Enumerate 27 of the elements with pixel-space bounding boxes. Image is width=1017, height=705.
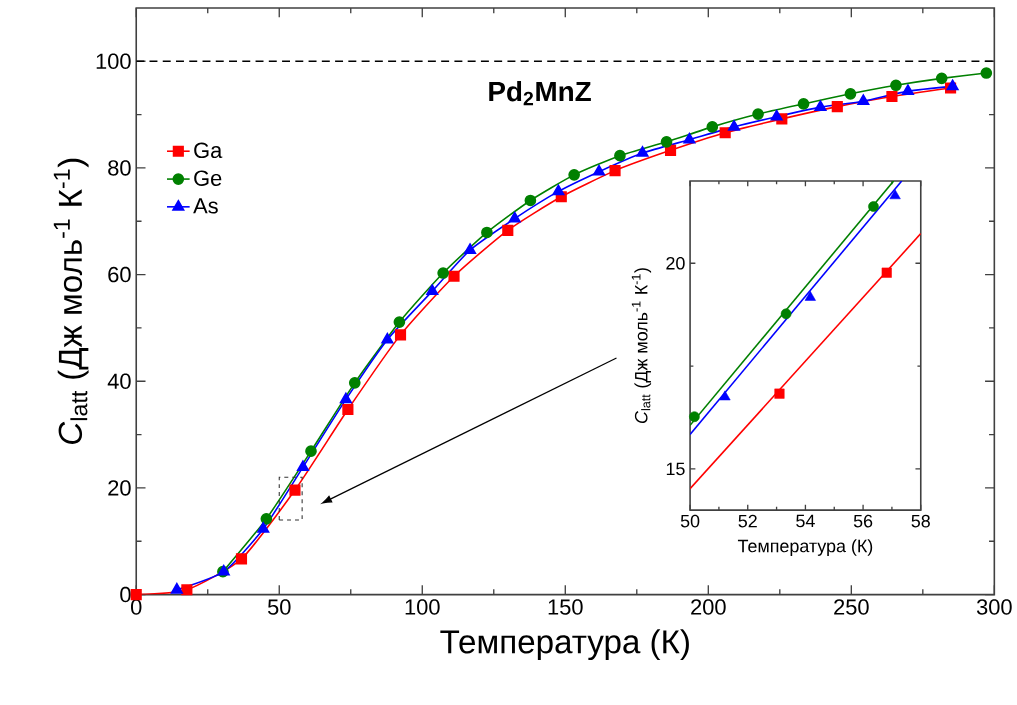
legend-label: As (193, 198, 218, 214)
x-tick-label: 50 (267, 599, 291, 615)
legend-label: Ge (194, 170, 222, 186)
x-tick-label: 250 (834, 599, 869, 615)
y-tick-label: 100 (96, 53, 131, 70)
x-axis-title: Температура (К) (737, 539, 873, 556)
y-tick-label: 80 (108, 160, 131, 176)
x-tick-label: 54 (796, 514, 815, 528)
y-tick-label: 40 (107, 373, 131, 390)
x-tick-label: 56 (853, 514, 873, 528)
y-axis-title: C$_{latt}$ (Дж моль$^{-1}$ К$^{-1}$) (631, 268, 652, 424)
legend-label: Ga (194, 142, 223, 159)
x-tick-label: 52 (738, 514, 757, 528)
x-tick-label: 150 (548, 599, 583, 615)
y-tick-label: 0 (120, 586, 131, 603)
chart-title: Pd$_{2}$MnZ (489, 80, 591, 106)
x-tick-label: 200 (691, 599, 726, 615)
x-axis-title: Температура (К) (440, 629, 689, 661)
y-tick-label: 20 (666, 256, 685, 270)
x-tick-label: 300 (976, 599, 1012, 615)
y-tick-label: 20 (108, 480, 131, 496)
x-tick-label: 100 (405, 599, 440, 615)
x-tick-label: 58 (911, 514, 930, 528)
y-tick-label: 60 (108, 266, 131, 283)
x-tick-label: 50 (680, 514, 700, 528)
y-tick-label: 15 (666, 462, 685, 476)
y-axis-title: C$_{latt}$ (Дж моль$^{-1}$ К$^{-1}$) (53, 158, 89, 444)
